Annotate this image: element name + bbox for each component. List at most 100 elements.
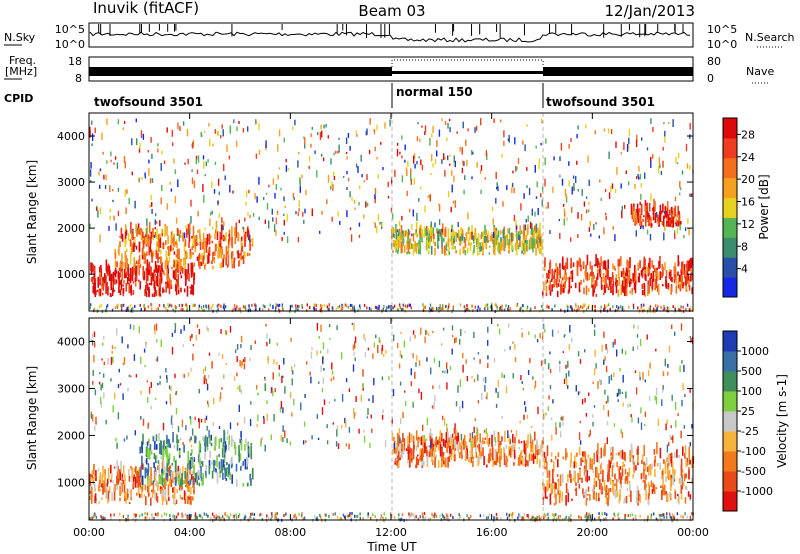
heatmap-cell <box>151 153 153 159</box>
heatmap-cell <box>431 405 434 409</box>
heatmap-cell <box>635 387 638 395</box>
heatmap-cell <box>150 266 152 277</box>
heatmap-cell <box>136 471 138 484</box>
heatmap-cell <box>617 259 620 267</box>
heatmap-cell <box>664 135 666 143</box>
heatmap-cell <box>117 249 120 254</box>
heatmap-cell <box>555 493 557 505</box>
heatmap-cell <box>219 231 222 243</box>
heatmap-cell <box>162 445 164 450</box>
heatmap-cell <box>109 269 111 277</box>
heatmap-cell <box>418 436 420 440</box>
heatmap-cell <box>340 425 343 429</box>
heatmap-cell <box>637 490 640 502</box>
heatmap-cell <box>673 477 675 482</box>
heatmap-cell <box>189 480 192 485</box>
heatmap-cell <box>156 264 158 274</box>
heatmap-cell <box>95 416 97 425</box>
heatmap-cell <box>328 303 330 307</box>
heatmap-cell <box>568 161 570 166</box>
heatmap-cell <box>268 516 270 520</box>
heatmap-cell <box>678 277 680 285</box>
heatmap-cell <box>584 398 586 403</box>
heatmap-cell <box>573 461 576 469</box>
heatmap-cell <box>399 151 401 155</box>
heatmap-cell <box>223 303 225 307</box>
heatmap-cell <box>150 303 153 307</box>
heatmap-cell <box>241 462 243 468</box>
heatmap-cell <box>345 137 348 144</box>
heatmap-cell <box>181 512 183 516</box>
heatmap-cell <box>208 465 211 475</box>
heatmap-cell <box>394 169 396 177</box>
heatmap-cell <box>135 271 137 277</box>
heatmap-cell <box>593 329 596 336</box>
heatmap-cell <box>329 337 331 340</box>
heatmap-cell <box>534 380 537 388</box>
heatmap-cell <box>124 250 127 262</box>
heatmap-cell <box>689 165 691 170</box>
heatmap-cell <box>348 427 351 433</box>
heatmap-cell <box>625 278 627 284</box>
heatmap-cell <box>674 491 677 499</box>
heatmap-cell <box>245 190 248 198</box>
heatmap-cell <box>603 227 605 235</box>
heatmap-cell <box>206 326 208 330</box>
heatmap-cell <box>113 489 116 501</box>
heatmap-cell <box>633 461 635 473</box>
heatmap-cell <box>598 270 601 274</box>
heatmap-cell <box>202 472 204 485</box>
heatmap-cell <box>421 229 424 235</box>
heatmap-cell <box>564 517 566 521</box>
y-tick-label: 2000 <box>57 222 85 235</box>
heatmap-cell <box>180 260 182 272</box>
heatmap-cell <box>632 273 635 282</box>
heatmap-cell <box>435 454 437 459</box>
heatmap-cell <box>616 491 619 497</box>
heatmap-cell <box>485 304 488 307</box>
heatmap-cell <box>536 455 538 464</box>
heatmap-cell <box>567 360 569 368</box>
heatmap-cell <box>621 210 623 219</box>
heatmap-cell <box>242 460 245 466</box>
heatmap-cell <box>662 147 664 151</box>
heatmap-cell <box>316 170 318 178</box>
heatmap-cell <box>561 277 564 281</box>
heatmap-cell <box>659 211 662 222</box>
heatmap-cell <box>610 452 612 456</box>
heatmap-cell <box>126 258 128 267</box>
heatmap-cell <box>161 229 163 233</box>
heatmap-cell <box>221 451 224 458</box>
heatmap-cell <box>214 460 216 466</box>
heatmap-cell <box>144 253 147 264</box>
heatmap-cell <box>174 304 176 308</box>
heatmap-cell <box>667 283 670 288</box>
heatmap-cell <box>110 464 112 474</box>
heatmap-cell <box>172 487 174 493</box>
heatmap-cell <box>116 442 118 449</box>
heatmap-cell <box>345 514 347 518</box>
heatmap-cell <box>122 287 125 294</box>
heatmap-cell <box>504 236 506 248</box>
heatmap-cell <box>363 303 366 307</box>
heatmap-cell <box>349 191 351 198</box>
heatmap-cell <box>536 237 538 244</box>
heatmap-cell <box>209 138 211 147</box>
heatmap-cell <box>223 308 226 311</box>
heatmap-cell <box>165 281 167 284</box>
heatmap-cell <box>438 229 440 234</box>
heatmap-cell <box>201 516 203 520</box>
heatmap-cell <box>547 406 549 411</box>
heatmap-cell <box>410 448 413 456</box>
heatmap-cell <box>467 307 469 311</box>
heatmap-cell <box>590 233 592 237</box>
heatmap-cell <box>176 434 178 444</box>
heatmap-cell <box>674 233 676 240</box>
heatmap-cell <box>503 140 505 146</box>
heatmap-cell <box>146 259 149 272</box>
heatmap-cell <box>654 274 657 278</box>
heatmap-cell <box>666 457 668 462</box>
heatmap-cell <box>138 255 141 263</box>
heatmap-cell <box>577 391 580 396</box>
heatmap-cell <box>399 306 402 310</box>
